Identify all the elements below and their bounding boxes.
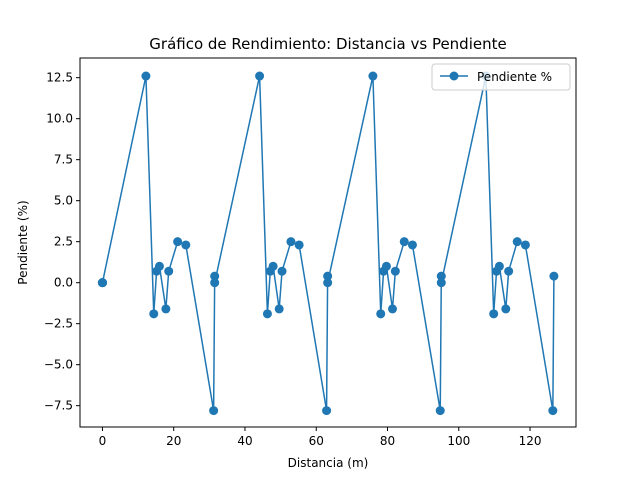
x-tick-label: 100: [447, 434, 470, 448]
data-point: [294, 240, 304, 250]
data-point: [407, 240, 417, 250]
data-point: [504, 266, 514, 276]
data-point: [512, 237, 522, 247]
y-tick-label: 10.0: [46, 112, 73, 126]
legend: Pendiente %: [431, 63, 571, 91]
data-point: [286, 237, 296, 247]
y-tick-label: 7.5: [54, 153, 73, 167]
data-point: [274, 304, 284, 314]
data-point: [173, 237, 183, 247]
data-point: [323, 271, 333, 281]
data-point: [489, 309, 499, 319]
data-point: [149, 309, 159, 319]
data-point: [322, 406, 332, 416]
data-point: [520, 240, 530, 250]
data-point: [277, 266, 287, 276]
x-tick-label: 40: [237, 434, 252, 448]
plot-frame: [79, 57, 577, 428]
data-point: [381, 261, 391, 271]
x-tick-label: 0: [99, 434, 107, 448]
data-point: [210, 271, 220, 281]
data-point: [255, 71, 265, 81]
y-tick-label: 12.5: [46, 71, 73, 85]
data-point: [368, 71, 378, 81]
y-tick-label: 0.0: [54, 276, 73, 290]
data-point: [161, 304, 171, 314]
series-layer: [97, 71, 559, 416]
y-axis-label: Pendiente (%): [16, 200, 30, 284]
x-tick-label: 20: [166, 434, 181, 448]
y-tick-label: −7.5: [44, 399, 73, 413]
legend-marker-sample: [449, 71, 459, 81]
data-point: [209, 406, 219, 416]
data-point: [181, 240, 191, 250]
chart-title: Gráfico de Rendimiento: Distancia vs Pen…: [149, 35, 506, 53]
y-axis: −7.5 −5.0 −2.5 0.0 2.5 5.0 7.5 10.0 12.5: [44, 71, 80, 413]
data-point: [435, 406, 445, 416]
data-point: [501, 304, 511, 314]
data-point: [548, 406, 558, 416]
x-tick-label: 80: [380, 434, 395, 448]
data-point: [549, 271, 559, 281]
data-point: [436, 271, 446, 281]
data-point: [323, 278, 333, 288]
data-point: [436, 278, 446, 288]
legend-label: Pendiente %: [477, 70, 552, 84]
y-tick-label: −2.5: [44, 317, 73, 331]
data-point: [97, 278, 107, 288]
legend-box: [431, 63, 571, 91]
data-point: [262, 309, 272, 319]
data-point: [210, 278, 220, 288]
x-axis: 0 20 40 60 80 100 120: [99, 427, 542, 448]
y-tick-label: 2.5: [54, 235, 73, 249]
data-point: [164, 266, 174, 276]
data-point: [390, 266, 400, 276]
data-point: [376, 309, 386, 319]
y-tick-label: −5.0: [44, 358, 73, 372]
x-tick-label: 120: [519, 434, 542, 448]
x-tick-label: 60: [309, 434, 324, 448]
data-point: [154, 261, 164, 271]
plot-area: [80, 58, 576, 427]
data-point: [141, 71, 151, 81]
data-point: [387, 304, 397, 314]
x-axis-label: Distancia (m): [288, 456, 369, 470]
data-point: [399, 237, 409, 247]
data-point: [494, 261, 504, 271]
data-point: [268, 261, 278, 271]
y-tick-label: 5.0: [54, 194, 73, 208]
